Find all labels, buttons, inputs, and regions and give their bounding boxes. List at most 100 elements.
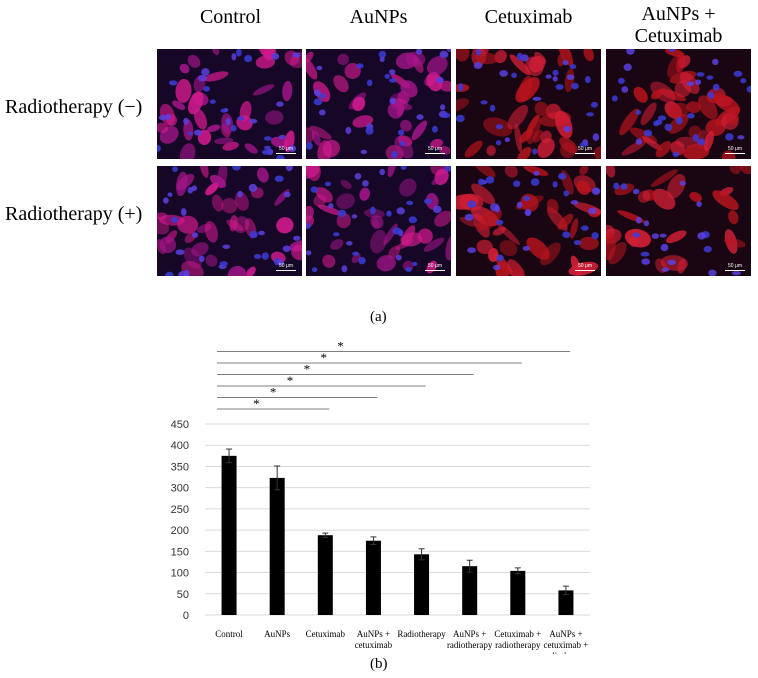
cell-nucleus [679,180,686,186]
cell-nucleus [523,195,531,202]
cell-nucleus [276,259,284,266]
cell-nucleus [496,254,504,262]
cell-nucleus [480,100,488,105]
cell-cytoplasm [560,142,576,158]
cell-nucleus [406,200,414,206]
cell-nucleus [489,104,496,112]
cell-nucleus [203,86,210,92]
cell-nucleus [432,125,438,133]
cell-nucleus [621,86,629,93]
cell-nucleus [696,72,705,77]
cell-nucleus [328,203,334,209]
cell-nucleus [733,70,743,77]
scale-bar: 50 μm [425,146,445,154]
cell-cytoplasm [309,125,332,140]
cell-nucleus [731,271,741,276]
cell-nucleus [389,78,397,83]
cell-nucleus [276,101,284,107]
cell-cytoplasm [682,143,710,159]
cell-cytoplasm [686,101,701,114]
cell-nucleus [412,261,418,267]
cell-nucleus [495,124,503,130]
cell-nucleus [258,230,265,236]
cell-nucleus [692,134,699,142]
cell-nucleus [632,232,641,238]
cell-cytoplasm [568,261,599,276]
cell-nucleus [504,137,511,142]
significance-star: * [320,350,327,365]
cell-nucleus [524,208,532,217]
cell-cytoplasm [312,130,321,146]
cell-nucleus [570,200,579,205]
y-tick-label: 150 [171,546,189,558]
cell-nucleus [552,181,558,188]
cell-nucleus [569,64,577,70]
cell-nucleus [314,89,321,97]
cell-nucleus [249,118,258,124]
cell-cytoplasm [740,166,751,175]
cell-cytoplasm [227,265,247,276]
cell-cytoplasm [569,218,579,239]
cell-cytoplasm [576,180,591,195]
cell-cytoplasm [340,179,352,190]
cell-cytoplasm [476,239,494,255]
cell-cytoplasm [322,139,340,158]
cell-nucleus [695,79,702,85]
y-tick-label: 100 [171,568,189,580]
cell-nucleus [282,245,291,252]
cell-cytoplasm [306,51,314,64]
cell-nucleus [725,133,734,141]
cell-nucleus [283,191,291,198]
x-tick-label: AuNPs + radiotherapy [447,629,493,650]
bar [462,566,478,615]
cell-nucleus [740,78,747,84]
cell-nucleus [193,129,203,136]
y-tick-label: 200 [171,525,189,537]
cell-cytoplasm [477,208,502,231]
cell-cytoplasm [515,195,544,210]
cell-cytoplasm [359,187,370,201]
cell-cytoplasm [528,55,546,73]
cell-cytoplasm [532,129,544,143]
cell-nucleus [473,62,483,69]
cell-cytoplasm [557,213,574,230]
cell-nucleus [231,53,237,61]
cell-nucleus [230,125,237,132]
significance-star: * [304,362,311,377]
cell-nucleus [446,49,451,52]
cell-cytoplasm [726,112,740,126]
significance-star: * [253,396,260,411]
significance-star: * [270,385,277,400]
cell-nucleus [244,55,253,63]
cell-cytoplasm [157,215,170,235]
scale-bar: 50 μm [425,263,445,271]
cell-nucleus [532,148,538,155]
cell-cytoplasm [674,80,692,98]
cell-nucleus [697,232,706,240]
col-header-aunps: AuNPs [349,6,408,28]
cell-nucleus [433,205,442,214]
cell-nucleus [354,173,362,180]
cell-cytoplasm [624,228,651,248]
cell-nucleus [581,225,589,231]
cell-cytoplasm [306,215,315,229]
cell-cytoplasm [439,80,451,92]
cell-nucleus [590,101,598,108]
cell-nucleus [613,182,620,190]
cell-cytoplasm [579,236,599,251]
cell-cytoplasm [583,49,594,62]
cell-nucleus [306,223,311,229]
cell-nucleus [545,74,552,79]
cell-nucleus [356,63,364,69]
cell-cytoplasm [689,191,702,203]
cell-cytoplasm [608,242,627,265]
cell-nucleus [306,250,312,256]
cell-nucleus [395,254,402,261]
cell-nucleus [532,96,542,101]
cell-nucleus [199,255,205,262]
cell-cytoplasm [291,244,302,261]
cell-nucleus [209,99,216,104]
cell-cytoplasm [430,166,450,176]
cell-cytoplasm [459,216,477,227]
cell-cytoplasm [330,239,344,250]
